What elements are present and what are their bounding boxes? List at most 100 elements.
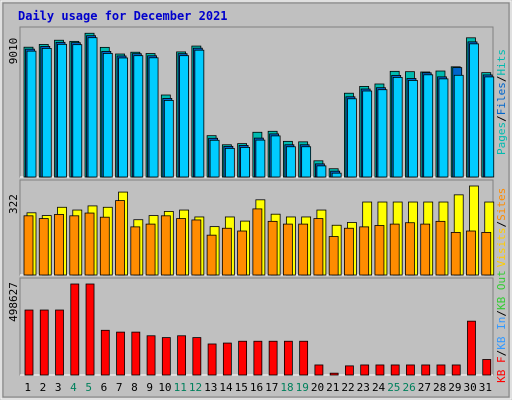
hits-bar-4	[72, 44, 83, 178]
panel-2-legend-item-0: KB F	[495, 356, 508, 383]
panel-0-legend-item-0: Pages	[495, 122, 508, 155]
sites-bar-18	[282, 223, 293, 276]
sites-bar-23	[359, 226, 370, 276]
sites-bar-17	[267, 220, 278, 276]
panel-0-legend-item-4: Hits	[495, 49, 508, 76]
x-tick-label-26: 26	[402, 381, 415, 394]
kb-bar-31	[482, 359, 492, 376]
panel-1-legend-item-1: /	[495, 221, 508, 228]
kb-bar-30	[467, 320, 476, 376]
panel-2-max-label: 498627	[7, 282, 20, 322]
sites-bar-5	[84, 212, 95, 276]
hits-bar-25	[392, 76, 403, 178]
panel-0-legend: Pages/Files/Hits	[495, 49, 508, 155]
hits-bar-31	[484, 76, 495, 178]
kb-bar-27	[421, 364, 431, 376]
hits-bar-20	[316, 165, 327, 178]
chart-panels: 9010Pages/Files/Hits322Visits/Sites49862…	[7, 26, 508, 394]
kb-bar-24	[375, 364, 385, 376]
hits-bar-14	[224, 147, 235, 178]
sites-bar-15	[237, 230, 248, 276]
hits-bar-10	[163, 100, 174, 178]
hits-bar-5	[87, 37, 98, 178]
kb-bar-21	[329, 372, 339, 376]
kb-bar-19	[299, 340, 309, 376]
sites-bar-8	[130, 226, 141, 276]
hits-bar-30	[469, 43, 479, 178]
panel-0-legend-item-1: /	[495, 115, 508, 122]
kb-bar-14	[222, 342, 232, 376]
x-tick-label-31: 31	[479, 381, 492, 394]
kb-bar-26	[406, 364, 415, 376]
kb-bar-23	[360, 364, 370, 376]
sites-bar-24	[374, 225, 385, 276]
sites-bar-22	[344, 227, 354, 276]
hits-bar-29	[453, 74, 464, 178]
hits-bar-9	[148, 57, 159, 178]
x-tick-label-16: 16	[250, 381, 263, 394]
sites-bar-6	[99, 216, 110, 276]
hits-bar-2	[41, 47, 52, 178]
x-tick-label-10: 10	[158, 381, 171, 394]
x-tick-label-13: 13	[204, 381, 217, 394]
panel-2-legend: KB F/KB In/KB Out	[495, 270, 508, 383]
x-tick-label-17: 17	[265, 381, 278, 394]
panel-0-legend-item-2: Files	[495, 82, 508, 115]
x-tick-label-6: 6	[101, 381, 108, 394]
x-tick-label-25: 25	[387, 381, 400, 394]
hits-bar-26	[408, 80, 418, 178]
x-tick-label-19: 19	[296, 381, 309, 394]
x-tick-label-4: 4	[70, 381, 77, 394]
sites-bar-27	[420, 223, 431, 276]
kb-bar-12	[192, 337, 202, 376]
hits-bar-27	[423, 74, 434, 178]
hits-bar-19	[301, 146, 312, 178]
x-tick-label-21: 21	[326, 381, 339, 394]
x-tick-label-22: 22	[341, 381, 354, 394]
panel-2-legend-item-3: /	[495, 310, 508, 317]
x-tick-label-23: 23	[357, 381, 370, 394]
x-tick-label-12: 12	[189, 381, 202, 394]
kb-bar-28	[436, 364, 446, 376]
x-tick-label-14: 14	[219, 381, 233, 394]
sites-bar-28	[435, 220, 446, 276]
hits-bar-6	[102, 53, 113, 178]
kb-bar-4	[70, 283, 80, 376]
kb-bar-15	[238, 340, 248, 376]
kb-bar-10	[161, 337, 171, 376]
sites-bar-21	[328, 236, 339, 276]
kb-bar-13	[207, 343, 217, 376]
kb-bar-18	[283, 340, 293, 376]
panel-2-legend-item-4: KB Out	[495, 270, 508, 310]
frame-inner-border	[2, 2, 510, 398]
sites-bar-20	[313, 218, 324, 276]
hits-bar-18	[285, 146, 296, 178]
x-tick-label-7: 7	[116, 381, 123, 394]
panel-1-legend: Visits/Sites	[495, 188, 508, 268]
kb-bar-1	[24, 309, 34, 376]
kb-bar-16	[253, 340, 263, 376]
kb-bar-6	[100, 329, 110, 376]
sites-bar-7	[115, 200, 125, 276]
sites-bar-12	[191, 219, 202, 276]
kb-bar-29	[451, 364, 461, 376]
sites-bar-10	[160, 215, 171, 276]
x-tick-label-2: 2	[40, 381, 47, 394]
sites-bar-4	[69, 215, 80, 276]
x-tick-label-15: 15	[235, 381, 248, 394]
panel-1-legend-item-0: Visits	[495, 228, 508, 268]
kb-bar-8	[131, 331, 141, 376]
hits-bar-17	[270, 135, 281, 178]
sites-bar-13	[206, 234, 217, 276]
sites-bar-11	[176, 218, 186, 276]
panel-0-legend-item-3: /	[495, 76, 508, 83]
hits-bar-13	[209, 139, 220, 178]
x-tick-label-27: 27	[418, 381, 431, 394]
hits-bar-24	[377, 89, 388, 178]
sites-bar-29	[450, 231, 461, 276]
kb-bar-22	[345, 365, 354, 376]
kb-bar-9	[146, 335, 156, 376]
kb-bar-11	[177, 335, 186, 376]
